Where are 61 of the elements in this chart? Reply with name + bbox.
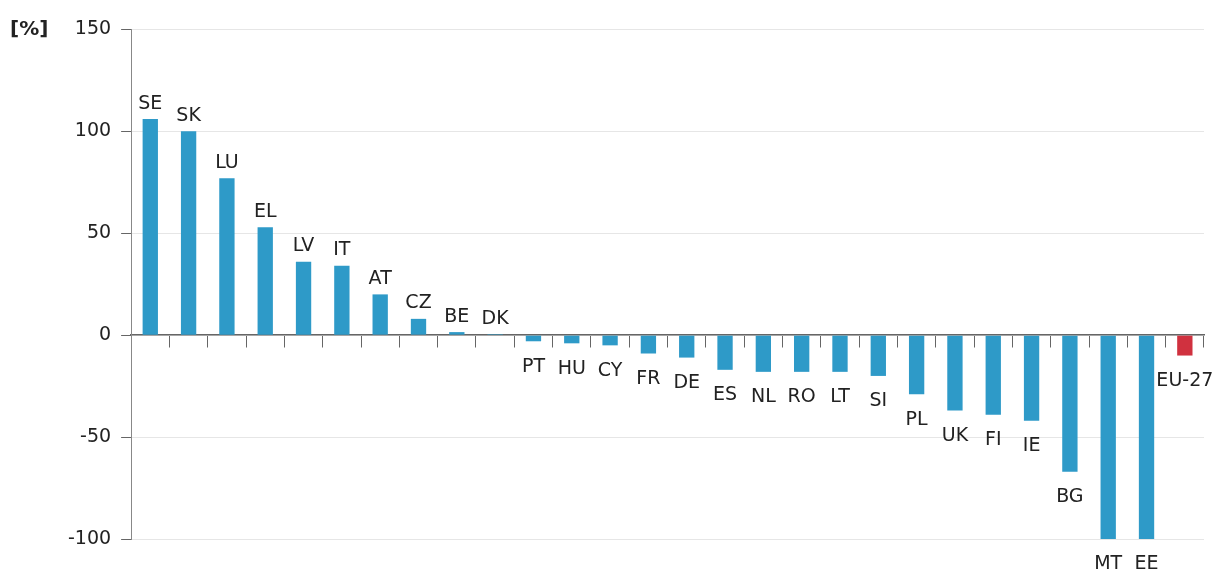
bar (640, 335, 657, 354)
bar (755, 335, 772, 372)
x-tick-label: CY (597, 357, 623, 380)
x-tick-label: UK (941, 423, 969, 446)
bar (257, 227, 273, 335)
bar (985, 335, 1001, 415)
x-tick-label: IT (333, 237, 351, 260)
x-tick-label: MT (1094, 551, 1123, 574)
bar (142, 119, 158, 335)
x-tick-label: IE (1022, 433, 1041, 456)
x-tick-label: LT (830, 384, 851, 407)
x-tick-label: NL (750, 384, 777, 407)
bar (1062, 335, 1078, 472)
x-tick-label: LV (292, 233, 315, 256)
x-tick-label: PL (905, 406, 929, 429)
bar (832, 335, 848, 372)
bar (372, 294, 388, 335)
bar (947, 335, 963, 411)
y-tick-label: 150 (74, 16, 112, 39)
y-axis-title: [%] (10, 15, 49, 40)
x-tick-label: ES (713, 382, 738, 405)
x-tick-label: EU-27 (1156, 367, 1214, 390)
x-tick-label: AT (368, 265, 393, 288)
x-tick-label: SI (869, 388, 888, 411)
y-tick-label: 0 (99, 322, 112, 345)
bar (1177, 335, 1193, 356)
bar (410, 318, 427, 335)
x-tick-label: DE (673, 370, 701, 393)
bar (717, 335, 733, 370)
bar (180, 131, 197, 335)
bar (679, 335, 695, 358)
bar (870, 335, 886, 376)
x-tick-label: EE (1134, 551, 1159, 574)
bar (219, 178, 235, 335)
x-tick-label: BG (1056, 484, 1084, 507)
x-tick-label: PT (521, 353, 546, 376)
bar (449, 332, 465, 335)
y-tick-label: 100 (74, 118, 112, 141)
y-tick-label: -50 (80, 424, 112, 447)
x-tick-label: SE (138, 90, 163, 113)
x-tick-label: DK (481, 305, 510, 328)
x-tick-label: SK (176, 102, 202, 125)
x-tick-label: BE (444, 303, 470, 326)
y-tick-label: -100 (68, 525, 112, 548)
x-tick-label: FR (636, 365, 661, 388)
x-tick-label: CZ (405, 290, 432, 313)
x-tick-label: FI (984, 427, 1002, 450)
bar (295, 261, 312, 335)
bar (334, 265, 350, 335)
y-tick-label: 50 (86, 220, 112, 243)
bar (794, 335, 810, 372)
x-tick-label: LU (215, 149, 239, 172)
bar (564, 335, 580, 344)
bar (908, 335, 925, 395)
bar (602, 335, 618, 346)
x-tick-label: HU (557, 355, 586, 378)
x-tick-label: RO (787, 384, 816, 407)
bar (1023, 335, 1040, 421)
bar (1138, 335, 1155, 539)
bar (1100, 335, 1116, 539)
x-tick-label: EL (253, 198, 277, 221)
